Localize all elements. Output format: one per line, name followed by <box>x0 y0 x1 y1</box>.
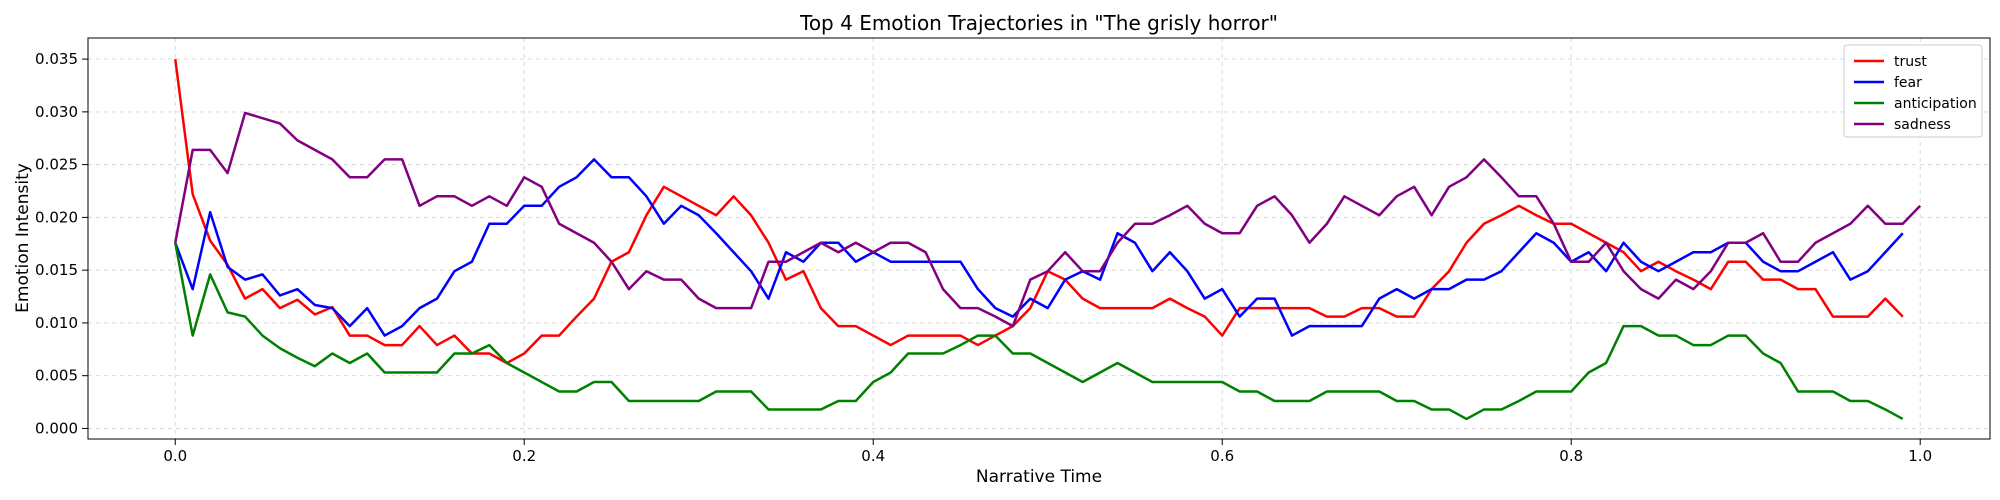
chart-title: Top 4 Emotion Trajectories in "The grisl… <box>799 11 1278 35</box>
x-tick-label: 0.8 <box>1559 447 1583 465</box>
y-tick-label: 0.015 <box>35 261 78 279</box>
series-line-anticipation <box>174 242 1904 421</box>
plot-frame <box>87 37 1991 440</box>
y-tick-label: 0.005 <box>35 367 78 385</box>
legend-label-anticipation: anticipation <box>1894 96 1977 112</box>
legend-box <box>1843 44 1983 138</box>
series-lines <box>174 58 1922 421</box>
x-axis-label: Narrative Time <box>976 467 1102 487</box>
y-tick-label: 0.025 <box>35 156 78 174</box>
legend-label-sadness: sadness <box>1894 117 1951 133</box>
x-tick-label: 0.6 <box>1210 447 1234 465</box>
x-axis-ticks: 0.0 0.2 0.4 0.6 0.8 1.0 <box>163 439 1932 465</box>
y-tick-label: 0.010 <box>35 314 78 332</box>
x-tick-label: 0.2 <box>512 447 536 465</box>
x-tick-label: 1.0 <box>1908 447 1932 465</box>
y-tick-label: 0.000 <box>35 419 78 437</box>
legend-label-trust: trust <box>1894 54 1927 70</box>
grid <box>88 38 1990 439</box>
legend: trust fear anticipation sadness <box>1843 44 1983 138</box>
series-line-trust <box>174 58 1904 365</box>
y-axis-ticks: 0.000 0.005 0.010 0.015 0.020 0.025 0.030 0.035 <box>35 50 88 437</box>
legend-label-fear: fear <box>1894 75 1922 91</box>
y-tick-label: 0.020 <box>35 208 78 226</box>
series-line-sadness <box>174 111 1922 328</box>
series-line-fear <box>174 158 1904 337</box>
x-tick-label: 0.0 <box>163 447 187 465</box>
y-tick-label: 0.030 <box>35 103 78 121</box>
y-axis-label: Emotion Intensity <box>13 163 33 313</box>
x-tick-label: 0.4 <box>861 447 885 465</box>
y-tick-label: 0.035 <box>35 50 78 68</box>
